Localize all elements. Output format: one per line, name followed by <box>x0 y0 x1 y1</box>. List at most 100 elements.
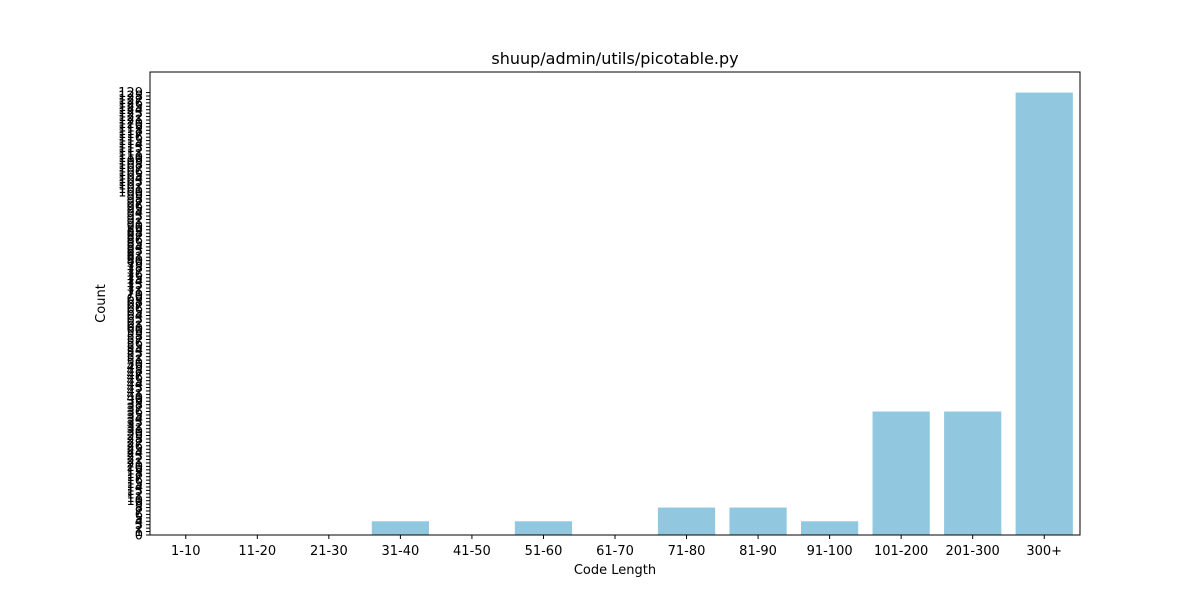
plot-area-frame <box>149 71 1081 536</box>
x-axis-title: Code Length <box>574 563 656 578</box>
y-tick-label: 99 <box>126 189 143 204</box>
y-tick-label: 22 <box>126 453 143 468</box>
y-tick-label: 10 <box>126 494 143 509</box>
y-tick-label: 66 <box>126 302 143 317</box>
y-tick-label: 51 <box>126 354 143 369</box>
y-tick-label: 34 <box>126 412 143 427</box>
y-tick-label: 62 <box>126 316 143 331</box>
x-tick-label: 11-20 <box>238 544 276 559</box>
y-tick-label: 47 <box>126 367 143 382</box>
y-tick-label: 86 <box>126 234 143 249</box>
x-tick-label: 41-50 <box>453 544 491 559</box>
y-tick-label: 37 <box>126 402 143 417</box>
y-tick-label: 124 <box>118 103 143 118</box>
y-tick-label: 19 <box>126 463 143 478</box>
y-tick-label: 123 <box>118 107 143 122</box>
y-tick-label: 57 <box>126 333 143 348</box>
y-tick-label: 12 <box>126 487 143 502</box>
x-tick-label: 300+ <box>1026 544 1062 559</box>
y-tick-label: 69 <box>126 292 143 307</box>
bar-101-200 <box>872 411 930 535</box>
x-tick-label: 61-70 <box>596 544 634 559</box>
x-tick-label: 101-200 <box>874 544 928 559</box>
y-tick-label: 112 <box>118 144 143 159</box>
y-tick-label: 92 <box>126 213 143 228</box>
y-tick-label: 13 <box>126 484 143 499</box>
y-tick-label: 31 <box>126 422 143 437</box>
y-tick-label: 16 <box>126 474 143 489</box>
y-tick-label: 71 <box>126 285 143 300</box>
y-tick-label: 2 <box>135 522 143 537</box>
y-tick-label: 9 <box>135 498 143 513</box>
y-tick-label: 82 <box>126 247 143 262</box>
y-tick-label: 78 <box>126 261 143 276</box>
y-tick-label: 89 <box>126 223 143 238</box>
y-tick-label: 74 <box>126 275 143 290</box>
x-tick-label: 21-30 <box>310 544 348 559</box>
y-tick-label: 122 <box>118 110 143 125</box>
bar-71-80 <box>657 507 716 535</box>
y-tick-label: 21 <box>126 456 143 471</box>
y-tick-label: 54 <box>126 343 143 358</box>
y-tick-label: 42 <box>126 384 143 399</box>
y-tick-label: 58 <box>126 330 143 345</box>
y-tick-label: 117 <box>118 127 143 142</box>
y-tick-label: 90 <box>126 220 143 235</box>
y-tick-label: 100 <box>118 186 143 201</box>
x-tick-label: 71-80 <box>668 544 706 559</box>
y-tick-label: 102 <box>118 179 143 194</box>
y-tick-label: 81 <box>126 251 143 266</box>
y-tick-label: 49 <box>126 360 143 375</box>
y-tick-label: 77 <box>126 264 143 279</box>
y-tick-label: 96 <box>126 199 143 214</box>
bar-51-60 <box>514 521 573 535</box>
x-tick-label: 81-90 <box>739 544 777 559</box>
bar-31-40 <box>371 521 429 535</box>
y-tick-label: 83 <box>126 244 143 259</box>
y-tick-label: 14 <box>126 480 143 495</box>
y-tick-label: 88 <box>126 227 143 242</box>
y-tick-label: 48 <box>126 364 143 379</box>
y-tick-label: 106 <box>118 165 143 180</box>
y-tick-label: 59 <box>126 326 143 341</box>
x-tick-label: 1-10 <box>171 544 201 559</box>
y-tick-label: 109 <box>118 155 143 170</box>
y-tick-label: 43 <box>126 381 143 396</box>
y-tick-label: 7 <box>135 504 143 519</box>
y-tick-label: 72 <box>126 282 143 297</box>
y-tick-label: 110 <box>118 151 143 166</box>
y-tick-label: 93 <box>126 210 143 225</box>
chart-title: shuup/admin/utils/picotable.py <box>491 49 738 68</box>
y-tick-label: 70 <box>126 288 143 303</box>
y-tick-label: 64 <box>126 309 143 324</box>
y-tick-label: 56 <box>126 336 143 351</box>
y-tick-label: 53 <box>126 347 143 362</box>
y-axis: 0123456789101112131415161718192021222324… <box>118 86 150 544</box>
y-tick-label: 38 <box>126 398 143 413</box>
y-tick-label: 33 <box>126 415 143 430</box>
y-tick-label: 98 <box>126 192 143 207</box>
y-tick-label: 91 <box>126 216 143 231</box>
y-tick-label: 5 <box>135 511 143 526</box>
y-tick-label: 50 <box>126 357 143 372</box>
y-tick-label: 115 <box>118 134 143 149</box>
y-tick-label: 111 <box>118 148 143 163</box>
y-tick-label: 6 <box>135 508 143 523</box>
y-tick-label: 0 <box>135 529 143 544</box>
y-tick-label: 18 <box>126 467 143 482</box>
bar-201-300 <box>944 411 1002 535</box>
y-tick-label: 60 <box>126 323 143 338</box>
y-tick-label: 128 <box>118 90 143 105</box>
y-tick-label: 127 <box>118 93 143 108</box>
y-tick-label: 25 <box>126 443 143 458</box>
y-axis-title: Count <box>94 284 109 323</box>
y-tick-label: 32 <box>126 419 143 434</box>
y-tick-label: 26 <box>126 439 143 454</box>
y-tick-label: 3 <box>135 518 143 533</box>
bar-300+ <box>1015 92 1073 536</box>
x-tick-label: 201-300 <box>946 544 1000 559</box>
y-tick-label: 29 <box>126 429 143 444</box>
y-tick-label: 1 <box>135 525 143 540</box>
y-tick-label: 41 <box>126 388 143 403</box>
y-tick-label: 20 <box>126 460 143 475</box>
